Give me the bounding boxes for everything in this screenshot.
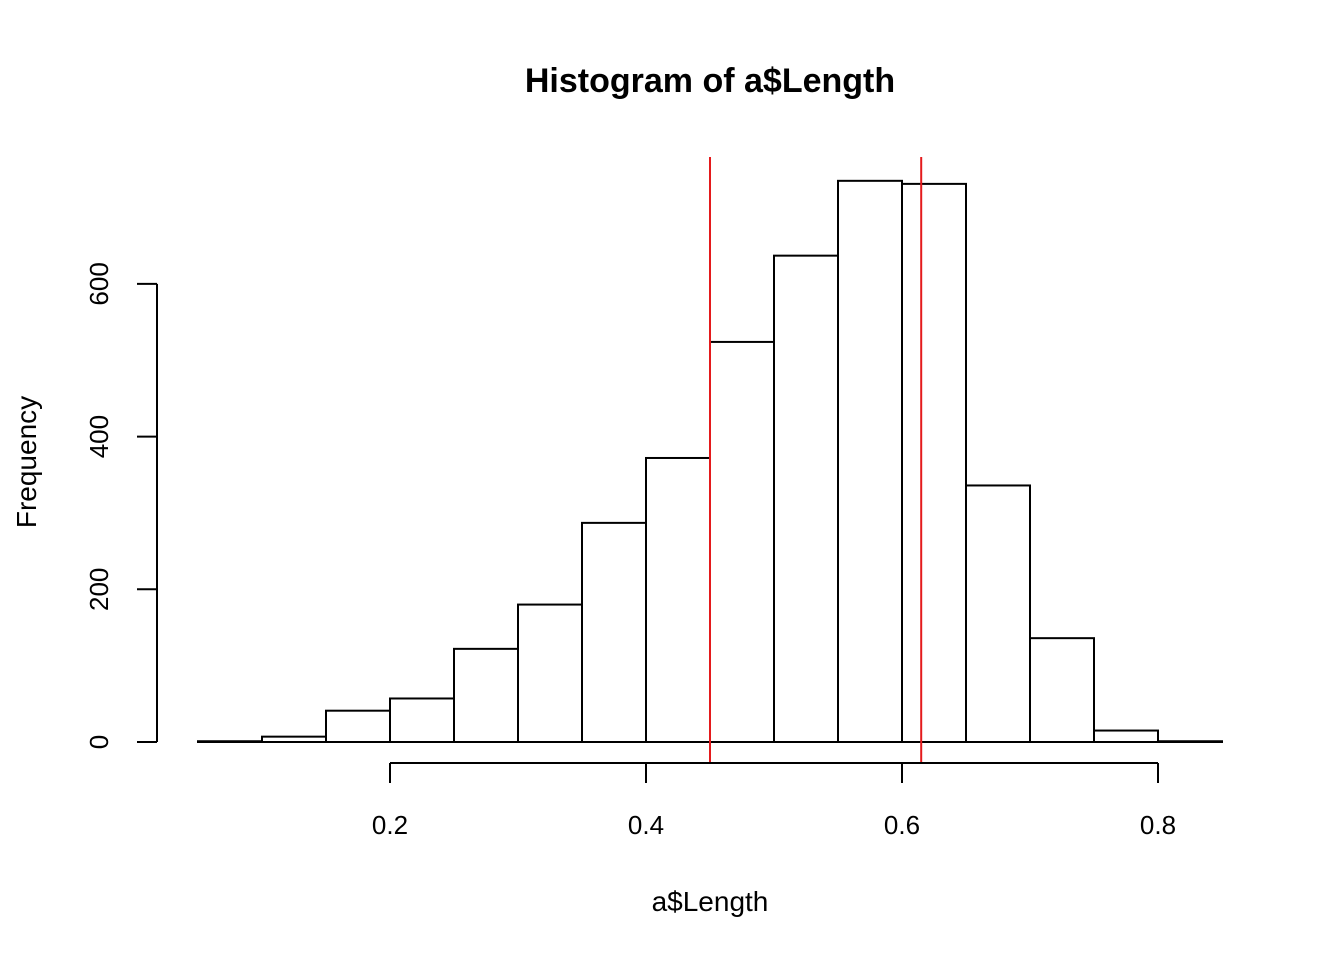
histogram-bar-6: [581, 521, 647, 743]
y-tick-label-3: 600: [84, 262, 114, 305]
histogram-bar-9: [773, 254, 839, 743]
histogram-bar-15: [1157, 740, 1223, 744]
y-tick-label-1: 200: [84, 568, 114, 611]
histogram-bar-3: [389, 697, 455, 744]
histogram-bar-4: [453, 647, 519, 744]
x-tick-label-2: 0.6: [884, 810, 920, 840]
y-tick-label-2: 400: [84, 415, 114, 458]
histogram-bar-7: [645, 456, 711, 743]
x-axis: 0.2 0.4 0.6 0.8: [372, 762, 1176, 840]
chart-title: Histogram of a$Length: [525, 62, 895, 100]
y-tick-label-0: 0: [84, 735, 114, 749]
bars-group: [197, 179, 1223, 744]
reference-lines-group: [709, 157, 923, 763]
histogram-bar-8: [709, 340, 775, 743]
x-axis-label: a$Length: [652, 886, 769, 917]
x-tick-label-1: 0.4: [628, 810, 664, 840]
histogram-bar-11: [901, 182, 967, 744]
histogram-bar-2: [325, 709, 391, 743]
histogram-bar-10: [837, 179, 903, 743]
histogram-bar-13: [1029, 637, 1095, 743]
y-axis: 0 200 400 600: [84, 262, 158, 749]
histogram-bar-5: [517, 603, 583, 743]
y-axis-label: Frequency: [11, 396, 42, 528]
x-tick-label-3: 0.8: [1140, 810, 1176, 840]
histogram-bar-0: [197, 740, 263, 744]
histogram-bar-1: [261, 735, 327, 744]
x-tick-label-0: 0.2: [372, 810, 408, 840]
histogram-bar-12: [965, 484, 1031, 743]
histogram-bar-14: [1093, 729, 1159, 743]
